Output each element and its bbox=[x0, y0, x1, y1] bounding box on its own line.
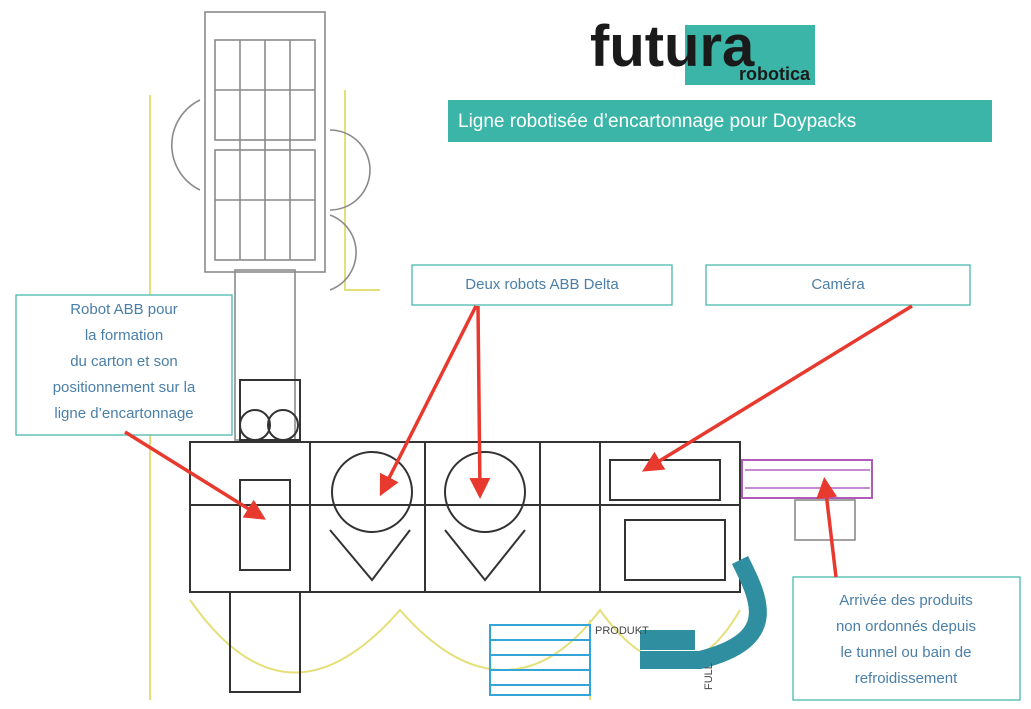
logo-name: futura bbox=[590, 14, 755, 79]
logo: futura robotica bbox=[590, 14, 815, 85]
callout-text: Deux robots ABB Delta bbox=[465, 276, 619, 293]
callout-text: refroidissement bbox=[855, 670, 958, 687]
callout-text: le tunnel ou bain de bbox=[841, 644, 972, 661]
callout-text: la formation bbox=[85, 327, 163, 344]
page: PRODUKT FULL futura robotica Ligne robot… bbox=[0, 0, 1031, 709]
callout-text: du carton et son bbox=[70, 353, 178, 370]
callout-text: ligne d’encartonnage bbox=[54, 405, 193, 422]
drawing-label: FULL bbox=[703, 663, 715, 690]
callout-text: non ordonnés depuis bbox=[836, 618, 976, 635]
callout-text: positionnement sur la bbox=[53, 379, 196, 396]
callout-text: Caméra bbox=[811, 276, 865, 293]
callout-text: Robot ABB pour bbox=[70, 301, 178, 318]
drawing-label: PRODUKT bbox=[595, 625, 649, 637]
callout-text: Arrivée des produits bbox=[839, 592, 972, 609]
logo-sub: robotica bbox=[739, 64, 811, 84]
banner-title: Ligne robotisée d’encartonnage pour Doyp… bbox=[458, 111, 856, 132]
